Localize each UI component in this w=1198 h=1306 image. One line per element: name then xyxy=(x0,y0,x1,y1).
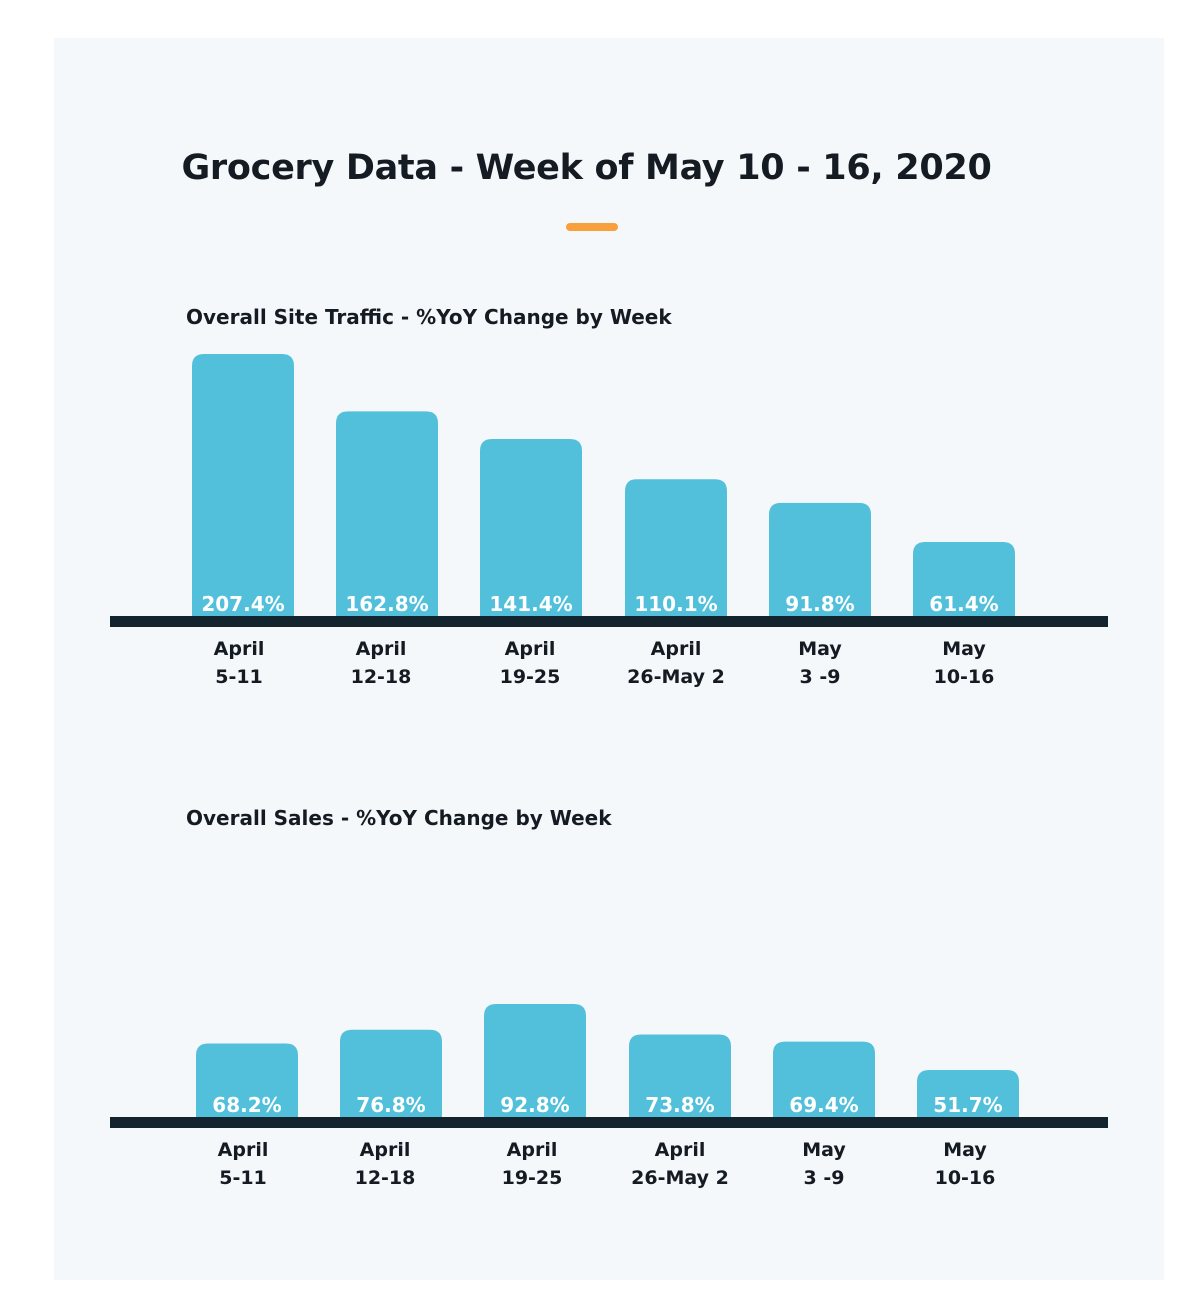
sales-bar-6 xyxy=(917,1070,1019,1122)
sales-tick-label-2-line-2: 12-18 xyxy=(355,1167,416,1189)
sales-value-label-5: 69.4% xyxy=(789,1093,858,1117)
sales-chart-title: Overall Sales - %YoY Change by Week xyxy=(186,806,612,830)
sales-bar-3 xyxy=(484,1004,586,1122)
traffic-tick-label-4-line-2: 26-May 2 xyxy=(627,666,725,688)
sales-value-label-3: 92.8% xyxy=(500,1093,569,1117)
traffic-chart-title: Overall Site Traffic - %YoY Change by We… xyxy=(186,305,672,329)
sales-tick-label-1-line-1: April xyxy=(218,1139,269,1161)
traffic-tick-label-3-line-2: 19-25 xyxy=(500,666,561,688)
sales-bar-1 xyxy=(196,1043,298,1122)
title-accent-dash xyxy=(566,223,618,231)
sales-value-label-2: 76.8% xyxy=(356,1093,425,1117)
traffic-tick-label-4-line-1: April xyxy=(651,638,702,660)
traffic-bar-2 xyxy=(336,411,438,621)
traffic-tick-label-6-line-1: May xyxy=(942,638,986,660)
traffic-value-label-4: 110.1% xyxy=(634,592,717,616)
sales-chart: 68.2% April 5-11 76.8% April 12-18 92.8% April 1… xyxy=(110,1004,1108,1189)
traffic-value-label-3: 141.4% xyxy=(489,592,572,616)
traffic-bar-4 xyxy=(625,479,727,621)
traffic-chart: 207.4% April 5-11 162.8% April 12-18 141.4% Apr… xyxy=(110,354,1108,688)
sales-bar-2 xyxy=(340,1029,442,1122)
traffic-tick-label-1-line-2: 5-11 xyxy=(215,666,263,688)
traffic-value-label-1: 207.4% xyxy=(201,592,284,616)
sales-tick-label-5-line-2: 3 -9 xyxy=(804,1167,845,1189)
sales-bar-4 xyxy=(629,1034,731,1122)
traffic-bar-1 xyxy=(192,354,294,621)
traffic-tick-label-1-line-1: April xyxy=(214,638,265,660)
sales-tick-label-5-line-1: May xyxy=(802,1139,846,1161)
traffic-tick-label-3-line-1: April xyxy=(505,638,556,660)
sales-tick-label-2-line-1: April xyxy=(360,1139,411,1161)
sales-tick-label-3-line-2: 19-25 xyxy=(502,1167,563,1189)
sales-tick-label-4-line-2: 26-May 2 xyxy=(631,1167,729,1189)
traffic-value-label-2: 162.8% xyxy=(345,592,428,616)
sales-tick-label-3-line-1: April xyxy=(507,1139,558,1161)
traffic-bar-3 xyxy=(480,438,582,621)
sales-tick-label-1-line-2: 5-11 xyxy=(219,1167,267,1189)
sales-tick-label-4-line-1: April xyxy=(655,1139,706,1161)
traffic-bar-5 xyxy=(769,502,871,621)
traffic-tick-label-5-line-1: May xyxy=(798,638,842,660)
traffic-tick-label-6-line-2: 10-16 xyxy=(934,666,995,688)
traffic-value-label-6: 61.4% xyxy=(929,592,998,616)
sales-tick-label-6-line-2: 10-16 xyxy=(935,1167,996,1189)
traffic-bar-6 xyxy=(913,541,1015,621)
sales-value-label-6: 51.7% xyxy=(933,1093,1002,1117)
sales-tick-label-6-line-1: May xyxy=(943,1139,987,1161)
traffic-baseline xyxy=(110,616,1108,627)
sales-value-label-4: 73.8% xyxy=(645,1093,714,1117)
traffic-tick-label-2-line-2: 12-18 xyxy=(351,666,412,688)
sales-baseline xyxy=(110,1117,1108,1128)
traffic-tick-label-2-line-1: April xyxy=(356,638,407,660)
sales-value-label-1: 68.2% xyxy=(212,1093,281,1117)
traffic-tick-label-5-line-2: 3 -9 xyxy=(800,666,841,688)
sales-bar-5 xyxy=(773,1041,875,1122)
page-title: Grocery Data - Week of May 10 - 16, 2020 xyxy=(181,148,992,188)
traffic-value-label-5: 91.8% xyxy=(785,592,854,616)
